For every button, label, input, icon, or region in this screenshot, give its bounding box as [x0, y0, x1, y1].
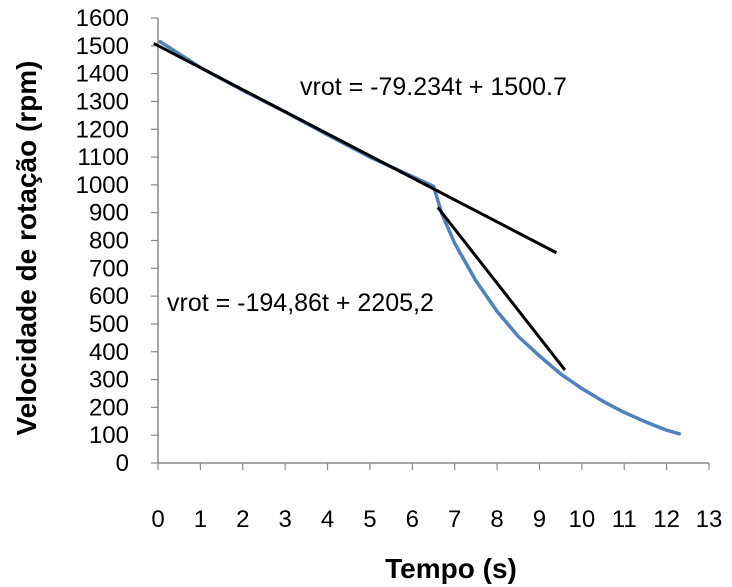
x-tick-label: 4	[321, 506, 334, 533]
trendline-1	[153, 42, 558, 255]
x-tick-label: 5	[363, 506, 376, 533]
y-tick-label: 300	[89, 367, 129, 394]
y-tick-label: 1600	[76, 5, 129, 32]
y-axis-title: Velocidade de rotação (rpm)	[11, 61, 42, 436]
y-tick-label: 800	[89, 228, 129, 255]
x-tick-label: 0	[151, 506, 164, 533]
y-tick-label: 900	[89, 200, 129, 227]
y-ticks: 0100200300400500600700800900100011001200…	[76, 5, 158, 477]
x-ticks: 0 1 2 3 4 5 6 7 8 9 10 11 12 13	[151, 463, 722, 533]
trendline-1-equation: vrot = -79.234t + 1500.7	[300, 73, 567, 101]
y-tick-label: 1100	[77, 144, 129, 171]
x-tick-label: 8	[490, 506, 503, 533]
x-tick-label: 1	[194, 506, 207, 533]
y-tick-label: 1200	[76, 116, 129, 143]
trendline-2	[436, 206, 567, 371]
trend-layer	[153, 42, 567, 371]
y-tick-label: 600	[89, 283, 129, 310]
x-tick-label: 2	[236, 506, 249, 533]
x-tick-label: 11	[612, 506, 637, 533]
x-tick-label: 12	[653, 506, 680, 533]
x-tick-label: 13	[696, 506, 723, 533]
x-tick-label: 10	[568, 506, 595, 533]
y-tick-label: 1500	[76, 33, 129, 60]
y-tick-label: 500	[89, 311, 129, 338]
y-tick-label: 1300	[76, 88, 129, 115]
y-tick-label: 100	[89, 422, 129, 449]
y-tick-label: 0	[116, 450, 129, 477]
x-tick-label: 3	[278, 506, 291, 533]
trendline-2-equation: vrot = -194,86t + 2205,2	[167, 289, 434, 317]
x-tick-label: 7	[448, 506, 461, 533]
y-tick-label: 1000	[76, 172, 129, 199]
y-tick-label: 1400	[76, 61, 129, 88]
y-tick-label: 200	[89, 394, 129, 421]
y-tick-label: 400	[89, 339, 129, 366]
y-tick-label: 700	[89, 255, 129, 282]
x-axis-title: Tempo (s)	[385, 553, 517, 584]
x-tick-label: 9	[533, 506, 546, 533]
x-tick-label: 6	[406, 506, 419, 533]
